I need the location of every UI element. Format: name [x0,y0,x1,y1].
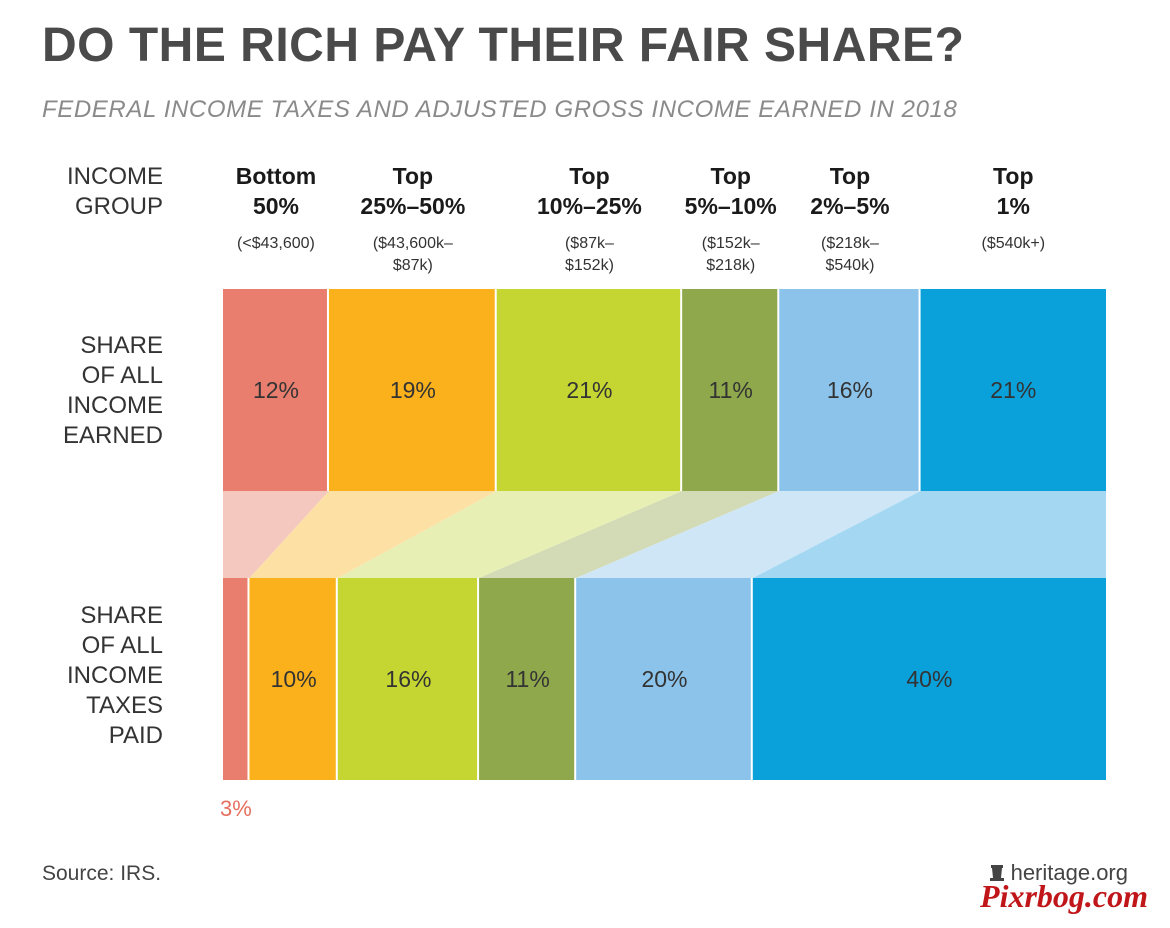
tax-row-label: TAXES [86,692,163,719]
income-value-6: 21% [990,377,1036,403]
source-note: Source: IRS. [42,862,162,885]
category-name: Bottom [236,163,316,189]
tax-value-5: 20% [641,666,687,692]
tax-value-4: 11% [505,666,549,692]
tax-value-2: 10% [271,666,317,692]
tax-bar-4 [479,578,575,780]
tax-bar-5 [576,578,751,780]
watermark: Pixrbog.com [980,878,1148,914]
income-row-label: OF ALL [82,362,163,389]
category-range: ($43,600k– [373,235,453,252]
income-value-4: 11% [709,377,753,403]
category-name: 1% [997,193,1030,219]
income-bar-3 [496,289,681,491]
income-bar-5 [779,289,919,491]
income-value-2: 19% [390,377,436,403]
tax-value-3: 16% [385,666,431,692]
connector-segment [576,491,921,578]
income-value-3: 21% [566,377,612,403]
tax-value-6: 40% [906,666,952,692]
category-name: Top [569,163,609,189]
tax-row-label: SHARE [80,602,163,629]
category-name: Top [993,163,1033,189]
category-range: $540k) [825,257,874,274]
connector-segment [223,491,329,578]
category-name: 10%–25% [537,193,642,219]
category-name: Top [393,163,433,189]
group-header-label: INCOME [67,163,163,190]
brand-name: heritage.org [1010,860,1128,885]
category-range: ($152k– [702,235,760,252]
chart: Bottom 50% (<$43,600) Top 25%–50% ($43,600k– $… [63,163,1106,821]
group-header-label: GROUP [75,193,163,220]
category-range: $87k) [393,257,433,274]
income-value-1: 12% [253,377,299,403]
category-range: ($218k– [821,235,879,252]
category-range: $218k) [706,257,755,274]
income-row-label: SHARE [80,332,163,359]
connector-segment [249,491,497,578]
bell-icon [989,865,1004,881]
income-bar-1 [223,289,327,491]
tax-bar-2 [249,578,336,780]
tax-bar-6 [752,578,1106,780]
connector-band [223,491,1106,578]
category-name: 25%–50% [360,193,465,219]
category-name: 2%–5% [810,193,889,219]
category-name: 50% [253,193,299,219]
tax-bar-3 [337,578,478,780]
category-range: (<$43,600) [237,235,315,252]
income-value-5: 16% [827,377,873,403]
tax-row-label: PAID [109,722,163,749]
income-bar-4 [682,289,778,491]
tax-row-label: OF ALL [82,632,163,659]
category-range: ($87k– [565,235,614,252]
category-range: $152k) [565,257,614,274]
category-range: ($540k+) [981,235,1045,252]
category-name: 5%–10% [685,193,777,219]
income-row-label: INCOME [67,392,163,419]
tax-value-1: 3% [220,796,252,821]
tax-bar-1 [223,578,248,780]
connector-segment [752,491,1106,578]
income-bar-6 [920,289,1106,491]
category-name: Top [710,163,750,189]
chart-title: DO THE RICH PAY THEIR FAIR SHARE? [42,19,965,72]
chart-subtitle: FEDERAL INCOME TAXES AND ADJUSTED GROSS … [42,96,958,123]
category-name: Top [830,163,870,189]
income-row-label: EARNED [63,422,163,449]
brand: heritage.org [989,860,1128,886]
connector-segment [479,491,780,578]
tax-row-label: INCOME [67,662,163,689]
connector-segment [337,491,683,578]
income-bar-2 [328,289,495,491]
